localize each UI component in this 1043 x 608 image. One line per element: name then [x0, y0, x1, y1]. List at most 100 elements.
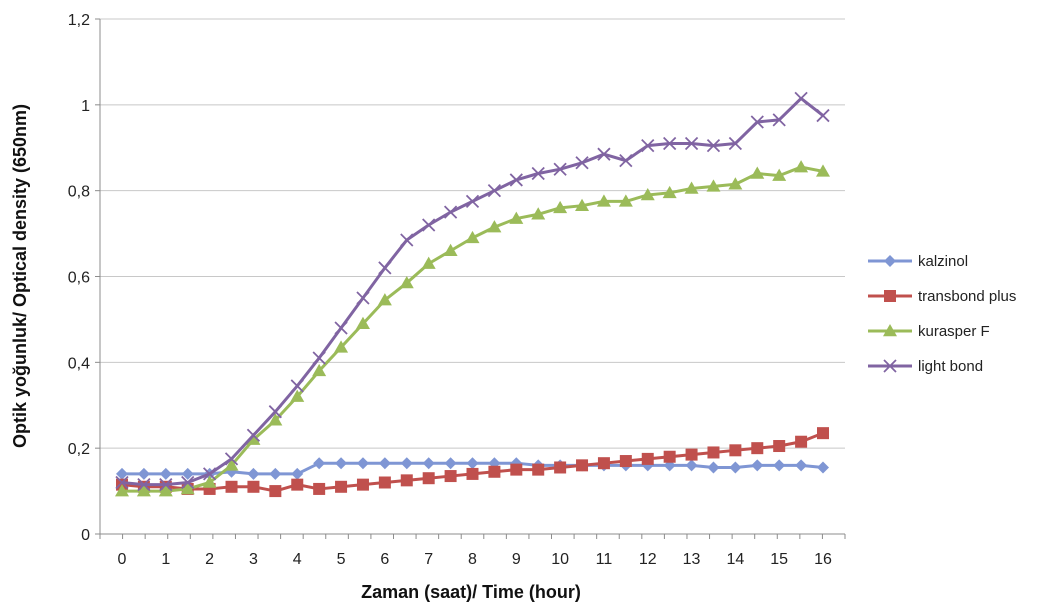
- data-point-kalzinol: [269, 467, 282, 480]
- data-point-light-bond: [794, 91, 808, 106]
- y-tick-label: 1: [81, 98, 90, 115]
- data-point-light-bond: [487, 184, 502, 198]
- data-point-kalzinol: [466, 457, 479, 470]
- data-point-kurasper-f: [399, 275, 414, 289]
- data-point-kalzinol: [422, 457, 435, 470]
- data-point-light-bond: [575, 156, 589, 170]
- data-point-kalzinol: [116, 467, 128, 480]
- data-point-light-bond: [706, 138, 721, 153]
- x-tick-label: 15: [770, 551, 788, 568]
- y-axis-title: Optik yoğunluk/ Optical density (650nm): [10, 104, 30, 448]
- x-marker-stroke: [772, 113, 786, 127]
- data-point-transbond-plus: [247, 480, 260, 493]
- data-point-light-bond: [619, 153, 633, 168]
- data-point-transbond-plus: [554, 461, 567, 474]
- data-point-transbond-plus: [817, 427, 829, 440]
- x-tick-label: 13: [683, 551, 701, 568]
- x-tick-label: 10: [551, 551, 569, 568]
- legend-label: transbond plus: [918, 288, 1016, 305]
- data-point-light-bond: [159, 478, 173, 492]
- data-point-light-bond: [378, 261, 392, 275]
- data-point-kurasper-f: [816, 164, 830, 177]
- x-tick-label: 8: [468, 551, 477, 568]
- data-point-kurasper-f: [618, 194, 633, 207]
- legend-item-transbond-plus: transbond plus: [868, 288, 1016, 305]
- data-point-kurasper-f: [355, 316, 370, 329]
- x-tick-label: 5: [337, 551, 346, 568]
- x-marker-stroke: [663, 136, 677, 151]
- x-marker-stroke: [378, 261, 392, 275]
- x-marker-stroke: [575, 156, 589, 170]
- x-tick-label: 6: [380, 551, 389, 568]
- data-point-transbond-plus: [269, 485, 282, 498]
- data-point-transbond-plus: [225, 480, 238, 493]
- legend-item-light-bond: light bond: [868, 358, 983, 375]
- x-marker-stroke: [509, 173, 523, 187]
- data-point-kalzinol: [313, 457, 326, 470]
- data-point-kurasper-f: [180, 481, 195, 495]
- data-point-kalzinol: [356, 457, 369, 470]
- data-point-kalzinol: [159, 467, 172, 480]
- data-point-kalzinol: [729, 461, 742, 474]
- data-point-kalzinol: [137, 467, 150, 480]
- x-marker-stroke: [202, 467, 217, 481]
- data-point-kurasper-f: [706, 179, 721, 192]
- data-point-light-bond: [728, 136, 743, 151]
- data-point-light-bond: [772, 113, 786, 127]
- data-point-kurasper-f: [487, 220, 502, 233]
- data-point-kurasper-f: [531, 207, 546, 220]
- data-point-light-bond: [422, 218, 436, 232]
- data-point-kalzinol: [795, 459, 808, 472]
- data-point-kurasper-f: [377, 293, 392, 306]
- x-marker-stroke: [816, 108, 830, 123]
- data-point-kurasper-f: [443, 243, 458, 256]
- data-point-light-bond: [641, 138, 655, 153]
- data-point-kurasper-f: [246, 432, 261, 445]
- x-tick-label: 14: [726, 551, 744, 568]
- x-tick-label: 4: [293, 551, 302, 568]
- data-point-kurasper-f: [684, 181, 699, 194]
- y-tick-label: 0,4: [68, 355, 90, 372]
- data-point-kurasper-f: [794, 160, 809, 173]
- x-tick-label: 9: [512, 551, 521, 568]
- series-line-light-bond: [121, 96, 824, 487]
- data-point-kalzinol: [291, 467, 304, 480]
- data-point-kurasper-f: [553, 200, 568, 214]
- data-point-light-bond: [312, 351, 326, 365]
- data-point-kalzinol: [751, 459, 764, 472]
- legend: kalzinol transbond plus kurasper F light bo…: [868, 253, 1016, 375]
- data-point-kurasper-f: [728, 177, 743, 190]
- x-tick-label: 16: [814, 551, 832, 568]
- series-line-kurasper-f: [122, 165, 824, 493]
- data-point-light-bond: [115, 475, 129, 490]
- x-marker-stroke: [268, 405, 282, 419]
- x-marker-stroke: [597, 147, 611, 161]
- gridlines: [100, 18, 845, 449]
- data-point-transbond-plus: [597, 457, 610, 470]
- data-point-transbond-plus: [466, 467, 479, 480]
- data-point-transbond-plus: [641, 452, 654, 465]
- x-tick-label: 12: [639, 551, 657, 568]
- data-point-light-bond: [246, 428, 261, 442]
- data-point-light-bond: [268, 405, 282, 419]
- data-point-kalzinol: [247, 467, 260, 480]
- x-marker-stroke: [334, 321, 348, 335]
- x-marker-stroke: [356, 291, 370, 305]
- data-point-transbond-plus: [576, 459, 589, 472]
- data-point-transbond-plus: [510, 463, 523, 476]
- data-point-transbond-plus: [685, 448, 698, 461]
- data-point-kurasper-f: [662, 185, 677, 199]
- x-tick-label: 7: [424, 551, 433, 568]
- data-point-transbond-plus: [729, 444, 742, 457]
- data-point-light-bond: [290, 379, 304, 393]
- series-kurasper-f: [115, 160, 830, 497]
- data-point-transbond-plus: [313, 482, 326, 495]
- x-marker-stroke: [531, 166, 545, 181]
- x-tick-label: 2: [205, 551, 214, 568]
- legend-label: light bond: [918, 358, 983, 375]
- data-point-kurasper-f: [575, 198, 590, 211]
- x-marker-stroke: [553, 162, 567, 176]
- legend-marker: [884, 255, 896, 267]
- data-point-transbond-plus: [707, 446, 720, 459]
- data-point-kurasper-f: [772, 168, 787, 181]
